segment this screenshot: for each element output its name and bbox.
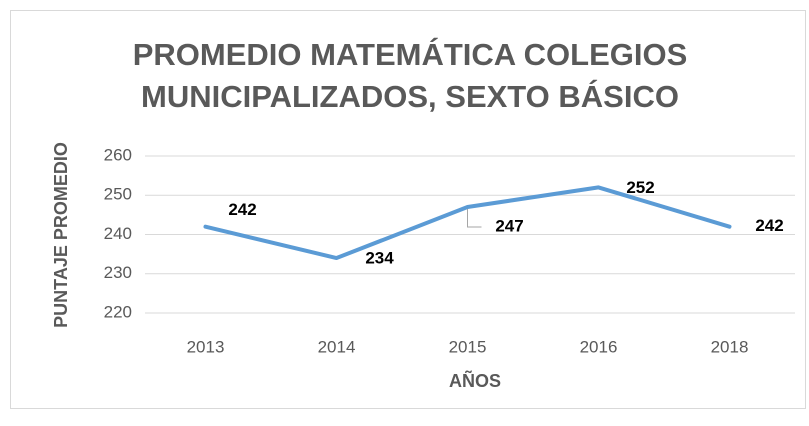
x-tick-label: 2013	[187, 337, 225, 356]
x-tick-label: 2014	[318, 337, 356, 356]
y-tick-label: 240	[104, 224, 132, 243]
x-axis-label: AÑOS	[449, 370, 501, 391]
data-label: 242	[755, 216, 783, 235]
y-axis-label: PUNTAJE PROMEDIO	[51, 142, 71, 328]
data-label: 234	[365, 249, 394, 268]
leader-line	[467, 209, 482, 228]
y-tick-label: 260	[104, 145, 132, 164]
data-label: 247	[495, 217, 523, 236]
y-tick-label: 230	[104, 263, 132, 282]
y-tick-label: 250	[104, 185, 132, 204]
y-tick-label: 220	[104, 302, 132, 321]
chart-title: PROMEDIO MATEMÁTICA COLEGIOS MUNICIPALIZ…	[132, 37, 688, 114]
chart-frame	[10, 10, 806, 409]
data-label: 242	[228, 200, 256, 219]
x-tick-label: 2016	[580, 337, 618, 356]
data-label: 252	[626, 178, 654, 197]
x-tick-label: 2018	[711, 337, 749, 356]
x-tick-label: 2015	[449, 337, 487, 356]
line-series	[203, 185, 732, 261]
